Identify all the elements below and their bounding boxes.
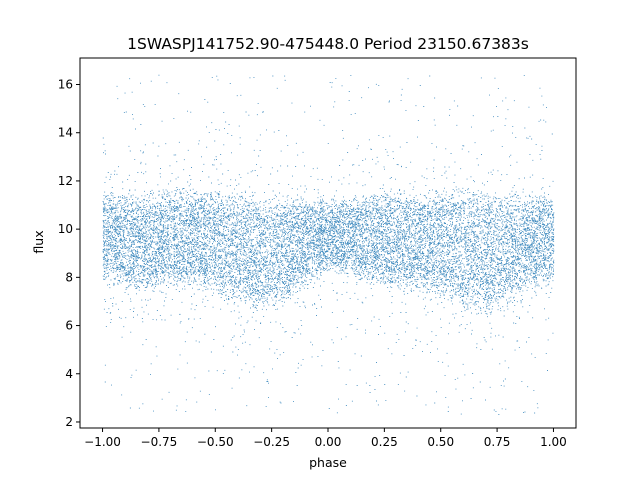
y-tick-label: 14	[58, 126, 73, 140]
data-points	[102, 74, 555, 415]
y-tick-label: 12	[58, 174, 73, 188]
x-tick-label: −0.50	[197, 435, 234, 449]
y-tick-label: 6	[65, 319, 73, 333]
scatter-points	[102, 74, 555, 415]
x-tick-label: −0.75	[141, 435, 178, 449]
x-axis-label: phase	[309, 455, 347, 470]
x-tick-label: 1.00	[540, 435, 567, 449]
y-tick-label: 2	[65, 415, 73, 429]
y-axis-label: flux	[31, 230, 46, 253]
x-tick-label: 0.00	[315, 435, 342, 449]
x-tick-label: 0.25	[371, 435, 398, 449]
x-axis: −1.00 −0.75 −0.50 −0.25 0.00 0.25 0.50 0.75 1.00	[84, 428, 567, 449]
y-tick-label: 8	[65, 270, 73, 284]
y-tick-label: 10	[58, 222, 73, 236]
x-tick-label: 0.50	[427, 435, 454, 449]
y-tick-label: 4	[65, 367, 73, 381]
x-tick-label: −1.00	[84, 435, 121, 449]
x-tick-label: 0.75	[484, 435, 511, 449]
x-tick-label: −0.25	[253, 435, 290, 449]
y-tick-label: 16	[58, 78, 73, 92]
chart-title: 1SWASPJ141752.90-475448.0 Period 23150.6…	[127, 35, 529, 53]
y-axis: 2 4 6 8 10 12 14 16	[58, 78, 80, 429]
